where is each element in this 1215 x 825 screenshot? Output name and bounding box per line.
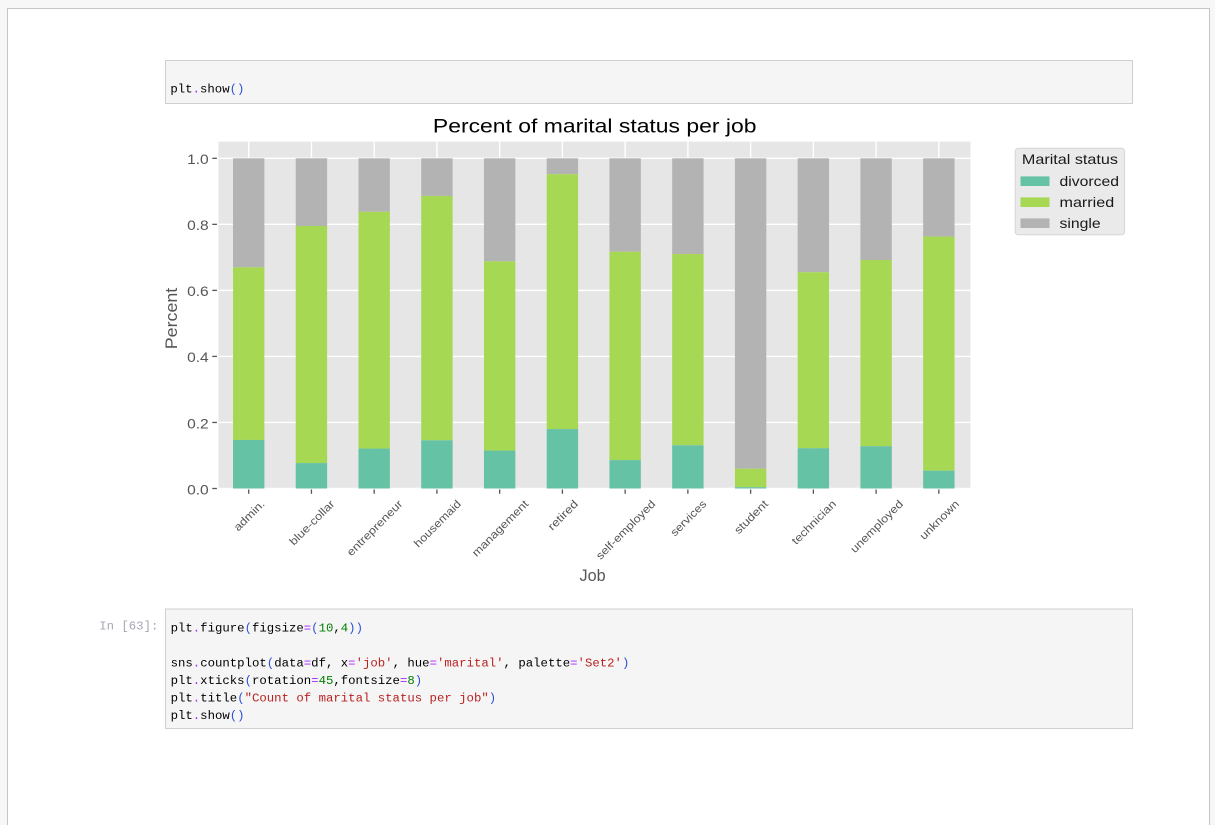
svg-text:plt: plt: [171, 622, 193, 636]
svg-text:(: (: [245, 674, 252, 688]
svg-text:.: .: [193, 709, 200, 723]
svg-text:(): (): [230, 83, 245, 97]
svg-text:Marital status: Marital status: [1022, 152, 1118, 167]
svg-text:fontsize: fontsize: [341, 674, 400, 688]
svg-text:show: show: [200, 709, 230, 723]
svg-text:hue: hue: [407, 657, 429, 671]
svg-text:(): (): [230, 709, 245, 723]
svg-text:1.0: 1.0: [187, 151, 209, 167]
svg-text:figure: figure: [200, 622, 244, 636]
svg-text:,: ,: [393, 657, 408, 671]
svg-text:): ): [415, 674, 422, 688]
svg-text:(: (: [245, 622, 252, 636]
svg-text:,: ,: [333, 674, 340, 688]
svg-text:rotation: rotation: [252, 674, 311, 688]
svg-text:=: =: [304, 657, 311, 671]
svg-text:title: title: [200, 692, 237, 706]
svg-text:Percent: Percent: [162, 287, 181, 349]
svg-text:.: .: [193, 674, 200, 688]
svg-text:0.0: 0.0: [187, 481, 209, 497]
svg-text:)): )): [348, 622, 363, 636]
svg-text:,: ,: [504, 657, 519, 671]
svg-text:"Count of marital status per j: "Count of marital status per job": [245, 692, 489, 706]
svg-text:0.6: 0.6: [187, 283, 209, 299]
svg-text:plt: plt: [170, 83, 192, 97]
svg-text:=: =: [400, 674, 407, 688]
svg-text:(: (: [237, 692, 244, 706]
svg-text:4: 4: [341, 622, 348, 636]
svg-text:.: .: [193, 657, 200, 671]
svg-text:0.8: 0.8: [187, 217, 209, 233]
svg-text:0.2: 0.2: [187, 415, 209, 431]
svg-text:In [63]:: In [63]:: [99, 619, 158, 633]
svg-text:countplot: countplot: [200, 657, 267, 671]
svg-text:divorced: divorced: [1060, 174, 1120, 189]
svg-text:data: data: [274, 657, 304, 671]
svg-text:plt: plt: [171, 709, 193, 723]
svg-text:=: =: [430, 657, 437, 671]
svg-text:'Set2': 'Set2': [578, 657, 622, 671]
svg-text:'job': 'job': [356, 657, 393, 671]
svg-text:,: ,: [333, 622, 340, 636]
svg-text:0.4: 0.4: [187, 349, 209, 365]
svg-text:45: 45: [319, 674, 334, 688]
svg-text:Percent of marital status per: Percent of marital status per job: [433, 115, 757, 137]
svg-text:plt: plt: [171, 692, 193, 706]
svg-text:figsize: figsize: [252, 622, 304, 636]
svg-text:sns: sns: [171, 657, 193, 671]
svg-text:df: df: [311, 657, 326, 671]
svg-text:single: single: [1060, 216, 1101, 231]
svg-text:plt: plt: [171, 674, 193, 688]
svg-text:.: .: [193, 622, 200, 636]
svg-text:show: show: [200, 83, 230, 97]
svg-text:xticks: xticks: [200, 674, 244, 688]
svg-text:=: =: [311, 674, 318, 688]
svg-text:=: =: [348, 657, 355, 671]
svg-text:=: =: [304, 622, 311, 636]
svg-text:): ): [489, 692, 496, 706]
svg-text:.: .: [193, 83, 200, 97]
svg-text:Job: Job: [580, 566, 606, 585]
svg-text:=: =: [570, 657, 577, 671]
svg-text:palette: palette: [518, 657, 570, 671]
svg-text:married: married: [1060, 195, 1115, 210]
svg-text:10: 10: [319, 622, 334, 636]
svg-text:.: .: [193, 692, 200, 706]
svg-text:'marital': 'marital': [437, 657, 504, 671]
svg-text:8: 8: [407, 674, 414, 688]
svg-text:(: (: [311, 622, 318, 636]
svg-text:(: (: [267, 657, 274, 671]
svg-text:x: x: [341, 657, 348, 671]
svg-text:,: ,: [326, 657, 341, 671]
svg-text:): ): [622, 657, 629, 671]
